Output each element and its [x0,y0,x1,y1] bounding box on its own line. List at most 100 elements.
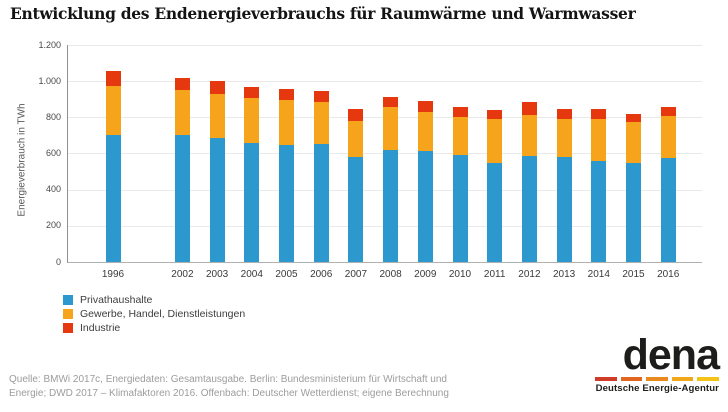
chart-legend: Privathaushalte Gewerbe, Handel, Dienstle… [63,293,245,335]
bar-segment-2012-privathaushalte [521,156,537,262]
y-tick-400: 400 [45,184,61,195]
bar-segment-2003-privathaushalte [209,138,225,262]
x-tick-2014: 2014 [587,269,610,280]
bar-segment-2016-industrie [660,107,676,117]
bar-segment-2005-industrie [279,89,294,101]
bar-segment-2007-industrie [348,109,364,121]
legend-swatch-icon [63,309,73,319]
dena-wordmark: dena [622,331,720,379]
bar-2014 [591,109,607,262]
bar-segment-2003-gewerbe [209,93,225,139]
bar-segment-2004-privathaushalte [244,142,260,262]
x-tick-2009: 2009 [414,269,437,280]
bar-segment-2002-industrie [174,77,190,91]
plot-area: 1996 2002 2003 2004 2005 2006 2007 2008 2009 2010… [67,45,702,280]
source-line-2: Energie; DWD 2017 – Klimafaktoren 2016. … [9,388,449,399]
x-tick-2010: 2010 [448,269,472,280]
bar-segment-2008-industrie [383,96,399,108]
bar-2015 [626,113,641,262]
y-tick-200: 200 [45,220,61,231]
legend-label: Gewerbe, Handel, Dienstleistungen [80,308,246,320]
bar-segment-2012-gewerbe [521,114,537,157]
x-tick-2012: 2012 [518,269,541,280]
bar-segment-2016-gewerbe [660,116,676,159]
legend-label: Industrie [80,322,121,334]
bar-segment-2010-privathaushalte [452,155,468,262]
bar-segment-2008-privathaushalte [383,149,399,262]
y-tick-0: 0 [55,256,61,267]
gridline-1.000 [68,81,702,82]
bar-segment-2014-privathaushalte [591,160,607,262]
bar-segment-2007-privathaushalte [348,157,364,262]
dena-dash-1 [595,377,617,381]
x-tick-2011: 2011 [483,269,506,280]
x-tick-2003: 2003 [205,269,229,280]
bar-segment-2006-gewerbe [313,101,329,144]
x-tick-2002: 2002 [171,269,194,280]
dena-gradient-dashes [595,377,719,381]
bar-segment-1996-privathaushalte [105,135,121,262]
legend-swatch-icon [63,295,73,305]
x-tick-2016: 2016 [657,269,680,280]
bar-segment-2008-gewerbe [383,107,399,150]
bar-2011 [487,110,503,262]
legend-item: Privathaushalte [63,293,245,307]
bar-segment-2003-industrie [209,81,225,94]
bar-segment-2013-gewerbe [556,119,572,158]
gridline-1.200 [68,45,702,46]
y-tick-800: 800 [45,111,61,122]
dena-dash-3 [646,377,668,381]
bar-segment-2013-industrie [556,109,572,120]
bar-segment-1996-gewerbe [105,85,121,136]
legend-swatch-icon [63,323,73,333]
bar-segment-2005-privathaushalte [279,145,294,262]
x-tick-2013: 2013 [552,269,576,280]
bar-2005 [279,89,294,262]
bar-segment-2016-privathaushalte [660,158,676,262]
bar-2012 [521,101,537,262]
bar-segment-2009-gewerbe [417,111,433,151]
bar-segment-2015-privathaushalte [626,162,641,262]
bar-segment-1996-industrie [105,71,121,86]
source-citation: Quelle: BMWi 2017c, Energiedaten: Gesamt… [9,373,479,401]
bar-2008 [383,96,399,262]
bar-segment-2006-industrie [313,90,329,102]
bar-2004 [244,87,260,262]
dena-subtitle: Deutsche Energie-Agentur [595,383,719,394]
x-tick-1996: 1996 [101,269,125,280]
y-tick-1.200: 1.200 [38,39,61,50]
bar-segment-2002-privathaushalte [174,135,190,262]
bar-2003 [209,81,225,262]
bar-segment-2011-industrie [487,110,503,120]
bar-segment-2007-gewerbe [348,120,364,158]
bar-segment-2014-industrie [591,109,607,120]
bar-2013 [556,109,572,262]
bar-segment-2004-gewerbe [244,98,260,143]
dena-dash-5 [697,377,719,381]
legend-item: Gewerbe, Handel, Dienstleistungen [63,307,245,321]
bar-segment-2012-industrie [521,101,537,115]
bar-segment-2009-privathaushalte [417,150,433,262]
bar-1996 [105,71,121,262]
chart-title: Entwicklung des Endenergieverbrauchs für… [10,4,636,23]
x-tick-2007: 2007 [344,269,368,280]
bar-segment-2014-gewerbe [591,119,607,161]
bar-segment-2013-privathaushalte [556,157,572,262]
bar-segment-2006-privathaushalte [313,143,329,262]
y-tick-1.000: 1.000 [38,75,61,86]
legend-label: Privathaushalte [80,294,153,306]
x-tick-2005: 2005 [275,269,298,280]
source-line-1: Quelle: BMWi 2017c, Energiedaten: Gesamt… [9,374,447,385]
x-tick-2015: 2015 [622,269,645,280]
x-tick-2008: 2008 [379,269,402,280]
bar-2010 [452,106,468,262]
bar-segment-2009-industrie [417,101,433,112]
dena-dash-4 [671,377,694,381]
x-tick-2006: 2006 [310,269,333,280]
x-tick-2004: 2004 [240,269,263,280]
bar-segment-2011-privathaushalte [487,162,503,262]
bar-2016 [660,107,676,262]
bar-segment-2015-gewerbe [626,121,641,163]
bar-2009 [417,101,433,262]
